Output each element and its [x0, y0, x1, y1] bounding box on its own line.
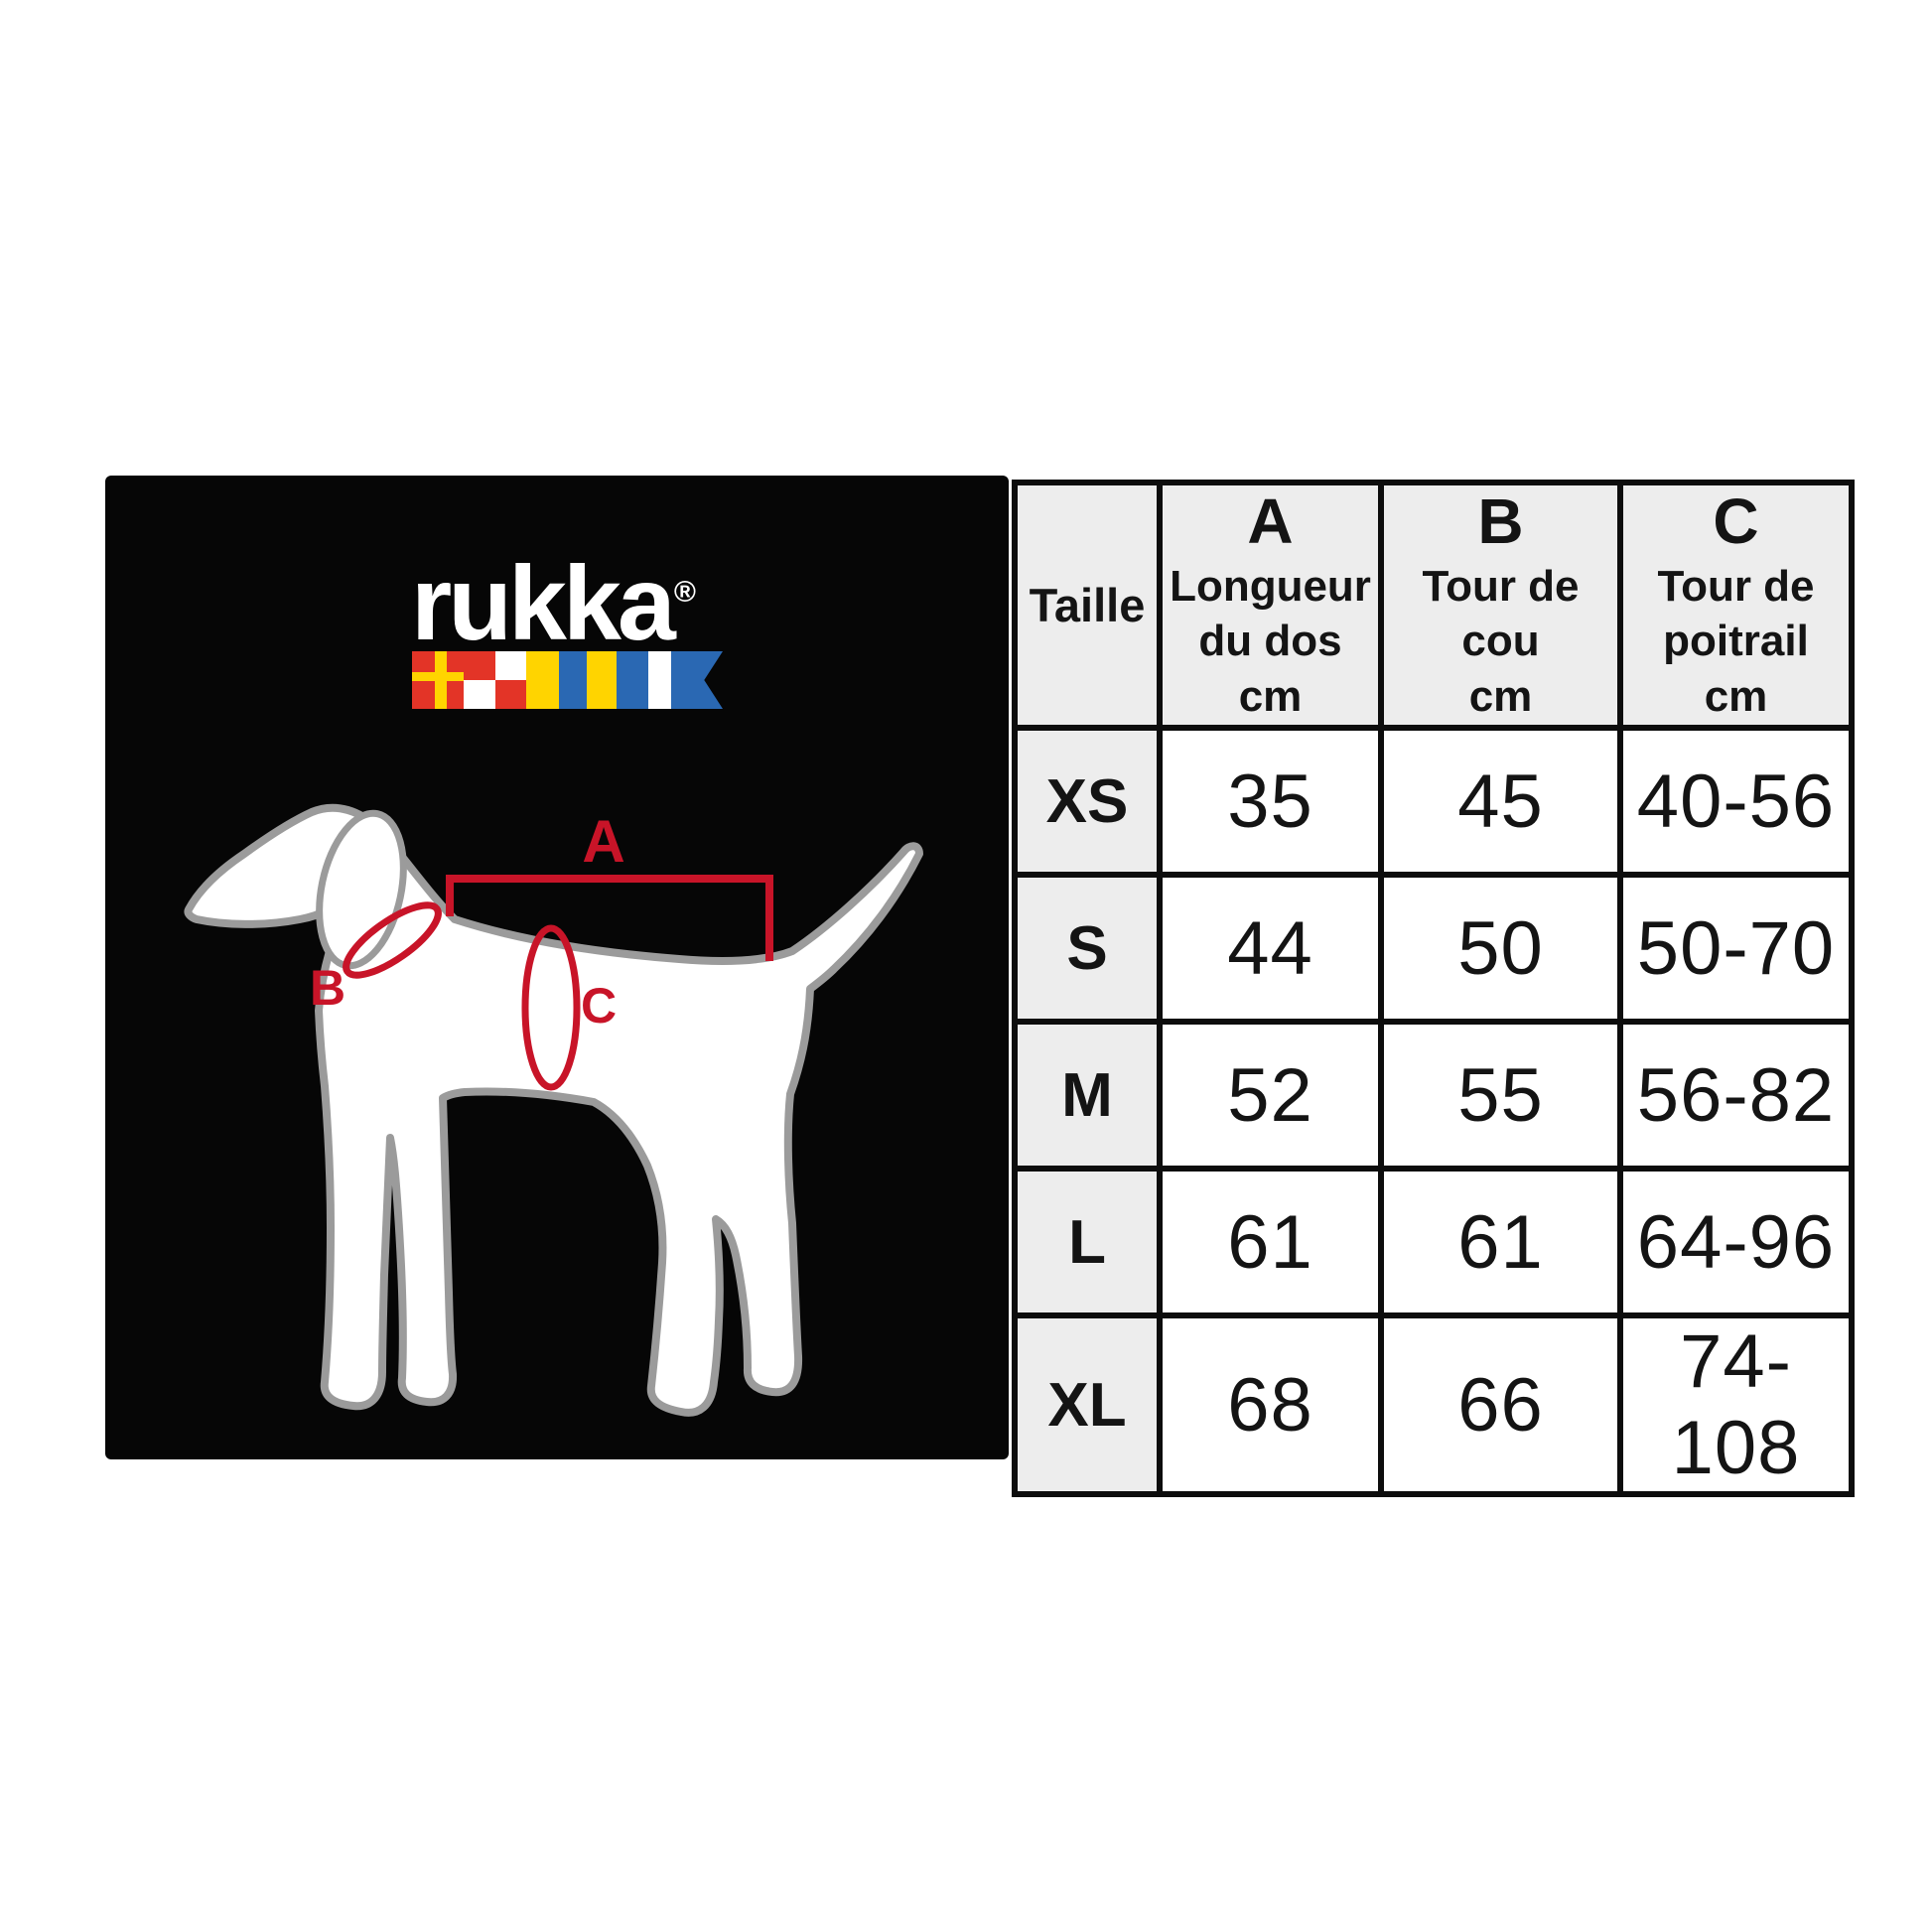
value-cell: 44 — [1157, 872, 1384, 1026]
value-cell: 55 — [1378, 1019, 1623, 1173]
table-row-l: L 61 61 64-96 — [1012, 1166, 1855, 1319]
flag-yellow-band — [526, 651, 559, 709]
size-cell: L — [1012, 1166, 1163, 1319]
brand-diagram-panel: rukka® A — [105, 476, 1009, 1459]
value-cell: 66 — [1378, 1312, 1623, 1498]
chest-girth-ellipse-c — [521, 924, 581, 1091]
size-cell: XS — [1012, 725, 1163, 879]
table-row-s: S 44 50 50-70 — [1012, 872, 1855, 1026]
size-chart-table: Taille A Longueur du dos cm B Tour de co… — [1012, 479, 1855, 1498]
value-cell: 52 — [1157, 1019, 1384, 1173]
value-cell: 56-82 — [1617, 1019, 1855, 1173]
rukka-wordmark: rukka — [411, 545, 676, 662]
dog-silhouette — [184, 803, 923, 1417]
value-cell: 50 — [1378, 872, 1623, 1026]
size-cell: XL — [1012, 1312, 1163, 1498]
back-length-bracket-a — [446, 875, 773, 961]
size-cell: S — [1012, 872, 1163, 1026]
flag-cross-horizontal — [412, 672, 464, 682]
neck-girth-ellipse-b — [343, 901, 442, 979]
rukka-signal-flags-logo — [412, 651, 723, 709]
flag-blue-band — [559, 651, 587, 709]
table-row-xs: XS 35 45 40-56 — [1012, 725, 1855, 879]
value-cell: 74-108 — [1617, 1312, 1855, 1498]
table-row-xl: XL 68 66 74-108 — [1012, 1312, 1855, 1498]
value-cell: 40-56 — [1617, 725, 1855, 879]
value-cell: 68 — [1157, 1312, 1384, 1498]
flag-quartered-red-white — [464, 651, 526, 709]
value-cell: 50-70 — [1617, 872, 1855, 1026]
flag-blue-swallowtail — [671, 651, 723, 709]
dog-measurement-diagram: A B C — [184, 803, 923, 1417]
value-cell: 61 — [1157, 1166, 1384, 1319]
registered-trademark-symbol: ® — [673, 576, 696, 609]
column-header-neck: B Tour de cou cm — [1378, 479, 1623, 732]
size-cell: M — [1012, 1019, 1163, 1173]
value-cell: 64-96 — [1617, 1166, 1855, 1319]
flag-blue-band — [617, 651, 648, 709]
table-row-m: M 52 55 56-82 — [1012, 1019, 1855, 1173]
column-header-taille: Taille — [1012, 479, 1163, 732]
value-cell: 45 — [1378, 725, 1623, 879]
flag-yellow-band — [587, 651, 617, 709]
label-a: A — [582, 808, 624, 875]
value-cell: 35 — [1157, 725, 1384, 879]
column-header-chest: C Tour de poitrail cm — [1617, 479, 1855, 732]
value-cell: 61 — [1378, 1166, 1623, 1319]
label-b: B — [310, 960, 345, 1016]
flag-white-band — [648, 651, 671, 709]
column-header-back-length: A Longueur du dos cm — [1157, 479, 1384, 732]
rukka-logo: rukka® — [411, 551, 696, 656]
header-row: Taille A Longueur du dos cm B Tour de co… — [1012, 479, 1855, 732]
label-c: C — [581, 978, 617, 1034]
flag-red-yellow-cross — [412, 651, 464, 709]
